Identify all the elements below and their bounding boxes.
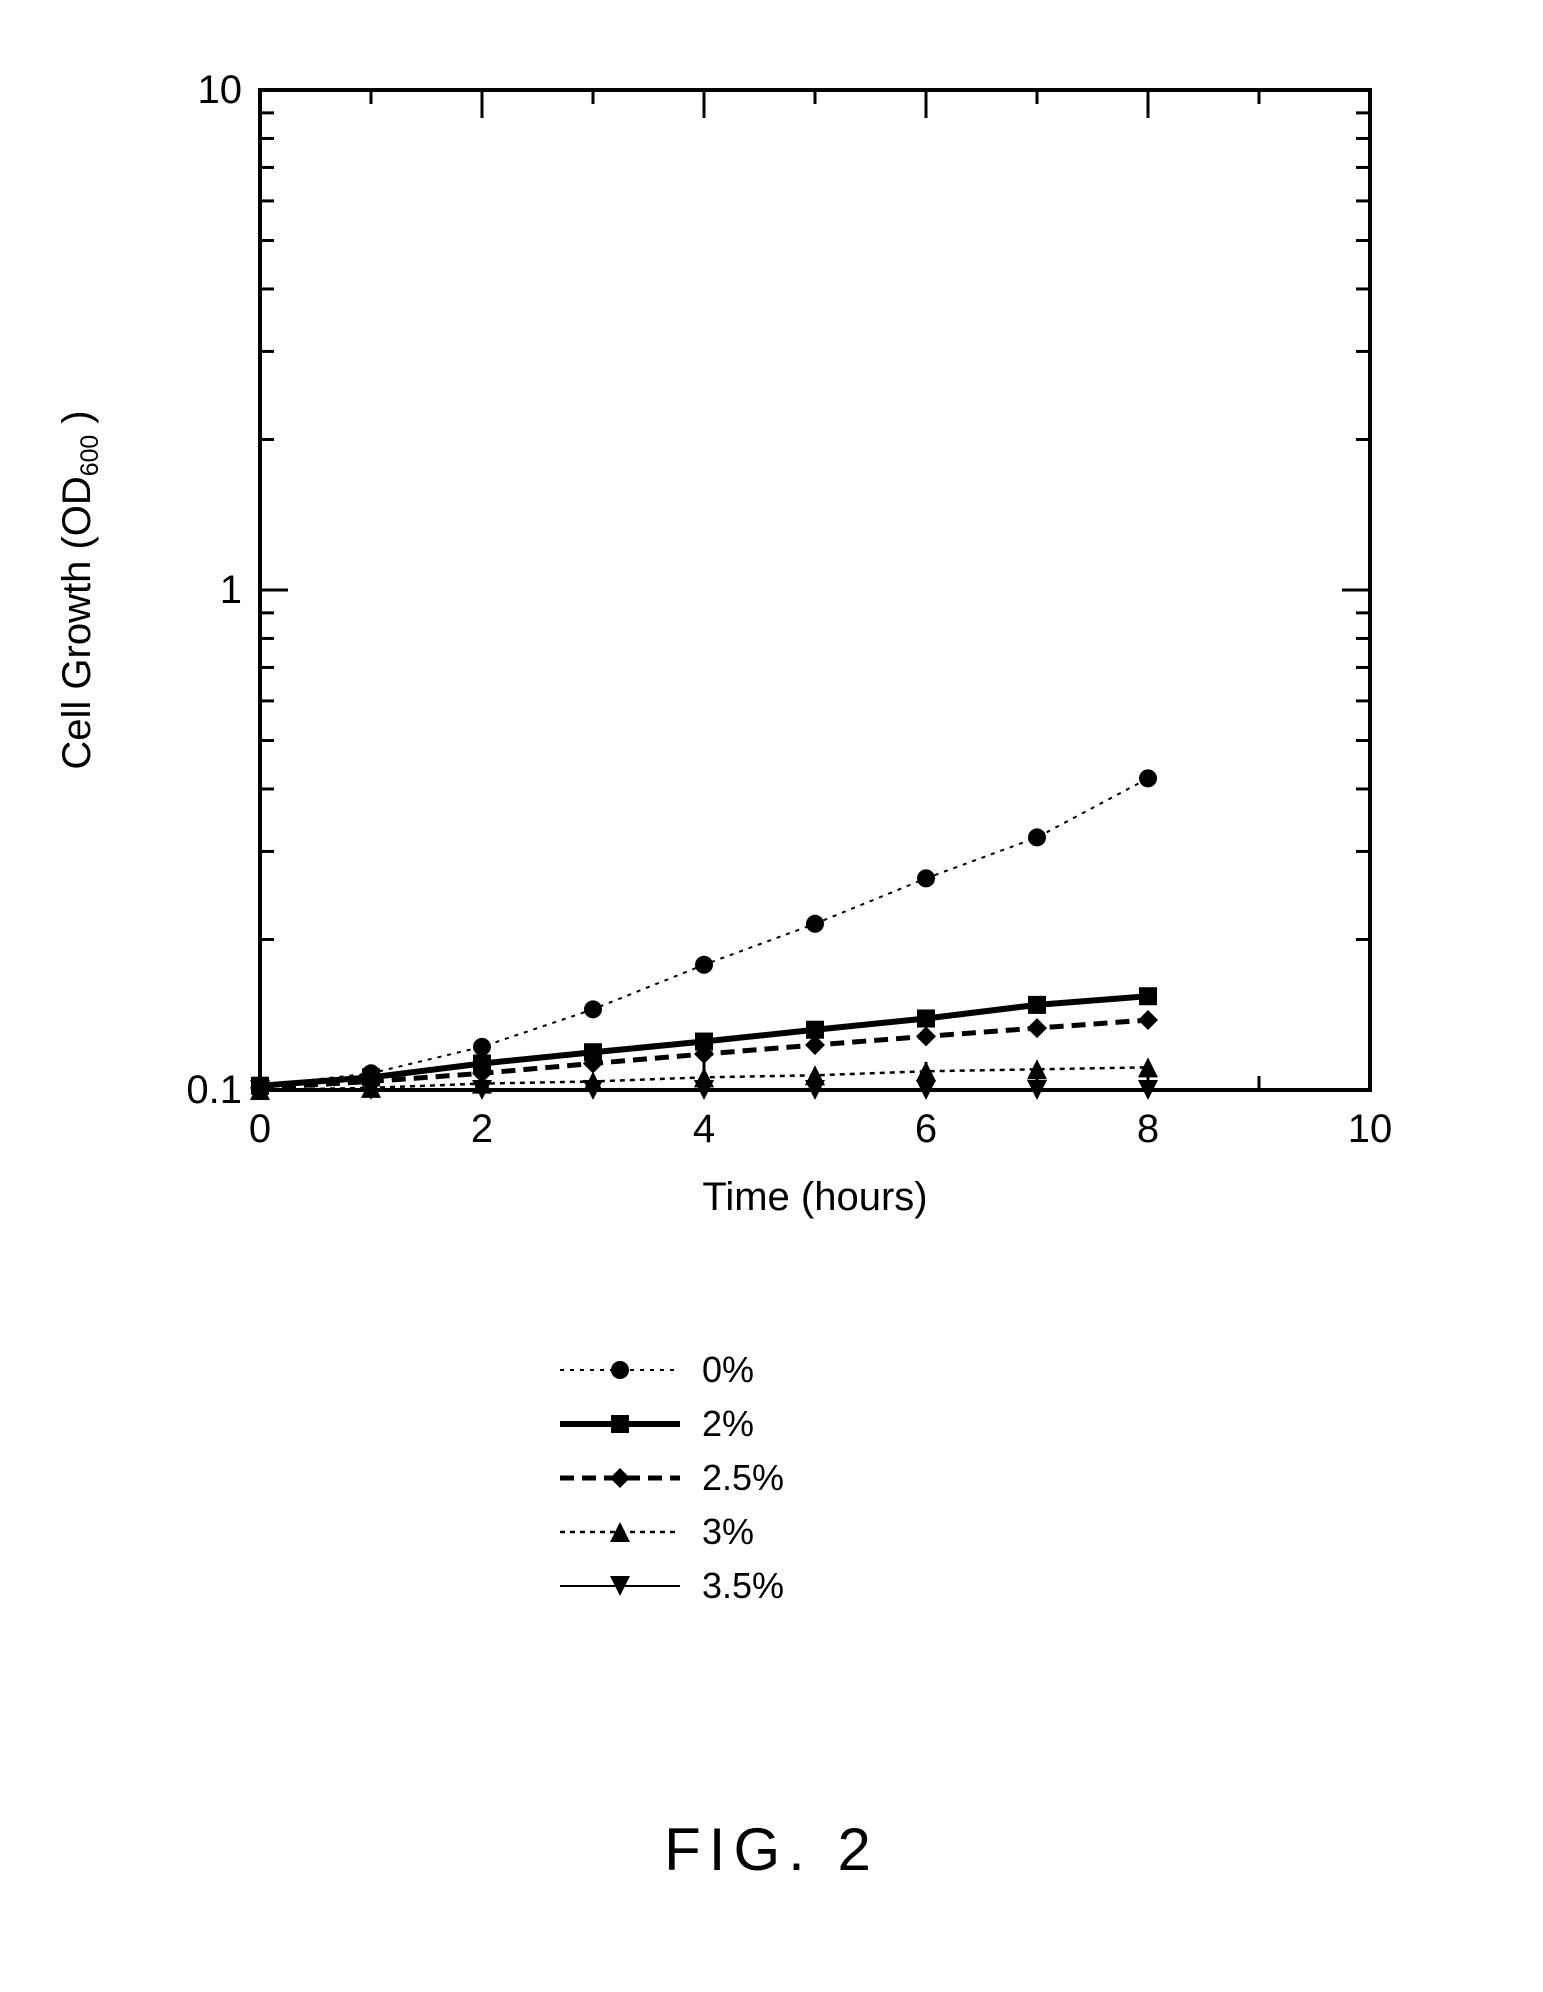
svg-text:FIG. 2: FIG. 2: [664, 1816, 879, 1883]
svg-text:0%: 0%: [702, 1349, 754, 1390]
svg-text:2%: 2%: [702, 1403, 754, 1444]
svg-text:Time (hours): Time (hours): [702, 1175, 927, 1219]
figure-container: 02468100.1110Time (hours)Cell Growth (OD…: [0, 0, 1543, 1992]
svg-text:4: 4: [693, 1107, 715, 1151]
svg-text:3.5%: 3.5%: [702, 1565, 784, 1606]
svg-text:2.5%: 2.5%: [702, 1457, 784, 1498]
svg-text:8: 8: [1137, 1107, 1159, 1151]
chart-svg: 02468100.1110Time (hours)Cell Growth (OD…: [0, 0, 1543, 1992]
svg-text:2: 2: [471, 1107, 493, 1151]
svg-text:1: 1: [220, 568, 242, 612]
svg-text:3%: 3%: [702, 1511, 754, 1552]
svg-text:0.1: 0.1: [186, 1068, 242, 1112]
svg-text:0: 0: [249, 1107, 271, 1151]
svg-text:6: 6: [915, 1107, 937, 1151]
svg-text:10: 10: [198, 68, 243, 112]
svg-text:10: 10: [1348, 1107, 1393, 1151]
